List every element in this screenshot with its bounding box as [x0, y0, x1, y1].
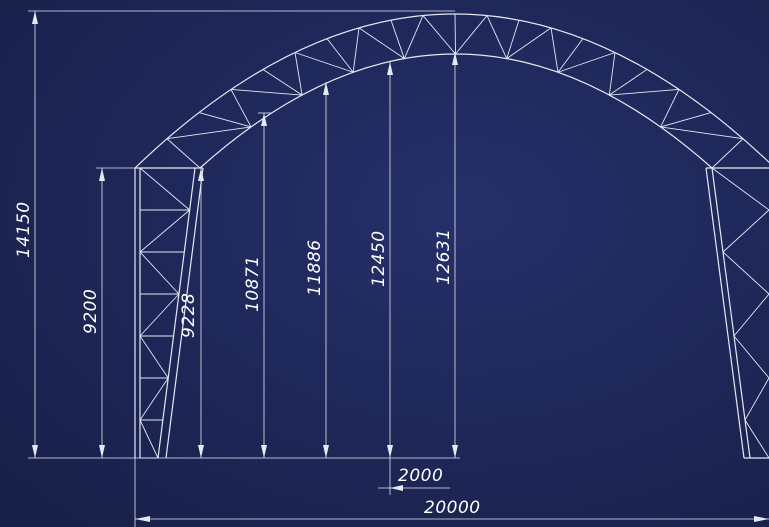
inner-arch — [199, 53, 713, 169]
module-width-label: 2000 — [398, 466, 443, 486]
outer-arch — [134, 13, 769, 169]
dimension-lines — [32, 11, 458, 458]
module-width-dimension — [378, 458, 450, 495]
left-column — [134, 167, 204, 459]
arch-truss-web — [135, 13, 769, 169]
total-span-label: 20000 — [424, 498, 481, 518]
height-b-label: 11886 — [305, 239, 325, 296]
height-a-label: 10871 — [243, 255, 263, 312]
inner-wall-height-label: 9228 — [179, 293, 199, 338]
total-height-label: 14150 — [14, 201, 34, 258]
height-d-label: 12631 — [434, 228, 454, 285]
wall-height-label: 9200 — [81, 289, 101, 334]
right-column — [705, 167, 769, 459]
height-c-label: 12450 — [369, 230, 389, 287]
total-span-dimension — [134, 458, 769, 527]
